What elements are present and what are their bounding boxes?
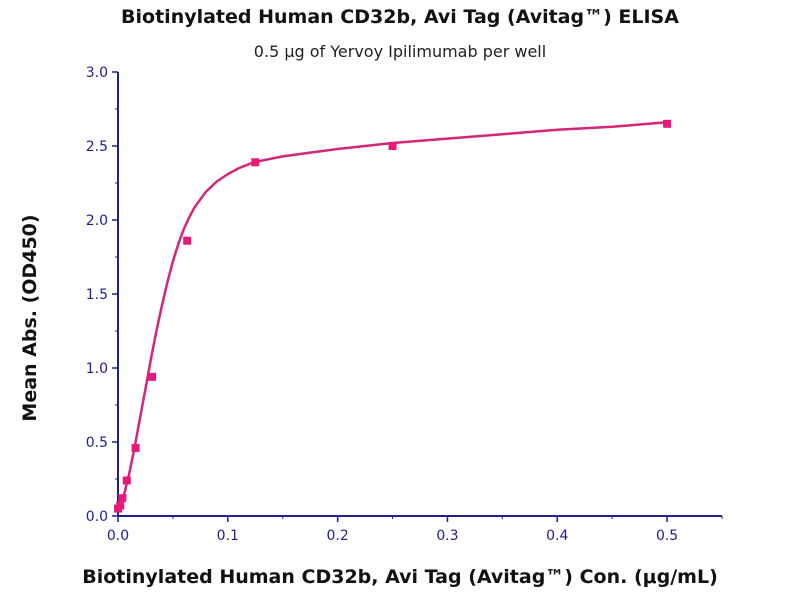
y-tick-label: 3.0 xyxy=(86,65,108,81)
x-tick-label: 0.2 xyxy=(327,528,349,544)
fit-curve-line xyxy=(116,121,668,513)
data-point xyxy=(122,476,131,485)
x-tick-label: 0.0 xyxy=(107,528,129,544)
y-tick-label: 0.5 xyxy=(86,435,108,451)
data-point xyxy=(251,158,260,167)
chart-subtitle: 0.5 μg of Yervoy Ipilimumab per well xyxy=(253,42,547,61)
data-point xyxy=(116,501,125,510)
x-tick-label: 0.4 xyxy=(546,528,568,544)
data-point xyxy=(663,119,672,128)
x-tick-label: 0.5 xyxy=(656,528,678,544)
data-point xyxy=(118,494,127,503)
data-point xyxy=(148,372,157,381)
y-tick-label: 1.5 xyxy=(86,287,108,303)
chart-title: Biotinylated Human CD32b, Avi Tag (Avita… xyxy=(121,6,679,28)
data-point xyxy=(183,236,192,245)
y-tick-label: 1.0 xyxy=(86,361,108,377)
data-point xyxy=(131,443,140,452)
y-tick-label: 0.0 xyxy=(86,509,108,525)
x-axis-label: Biotinylated Human CD32b, Avi Tag (Avita… xyxy=(82,566,718,588)
data-point xyxy=(388,142,397,150)
y-tick-label: 2.5 xyxy=(86,139,108,155)
x-tick-label: 0.1 xyxy=(217,528,239,544)
x-tick-label: 0.3 xyxy=(436,528,458,544)
y-tick-label: 2.0 xyxy=(86,213,108,229)
